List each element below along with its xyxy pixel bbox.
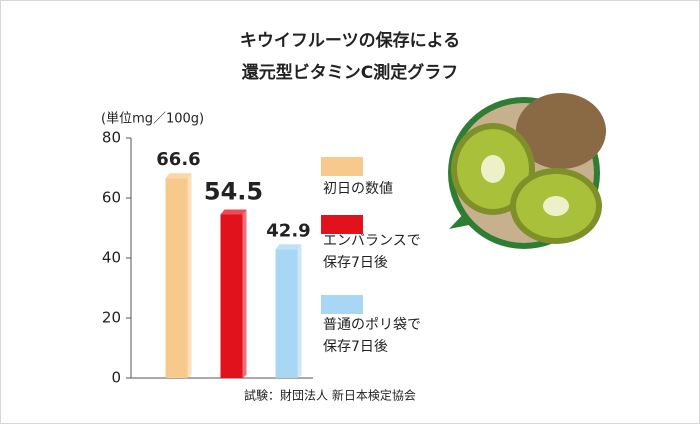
- y-tick-label: 20: [102, 309, 121, 327]
- bar-side: [242, 209, 247, 378]
- bar-side: [187, 173, 192, 378]
- kiwi-skin: [516, 93, 606, 169]
- bar-side: [297, 244, 302, 378]
- bar: [220, 214, 243, 378]
- bar-top: [220, 209, 247, 215]
- bar: [275, 249, 298, 378]
- legend-swatch: [321, 215, 363, 234]
- y-unit-label: (単位mg／100g): [101, 111, 204, 127]
- value-label: 66.6: [156, 149, 200, 170]
- kiwi-core: [481, 155, 505, 183]
- source-note: 試験：財団法人 新日本検定協会: [244, 388, 416, 403]
- legend-label: 普通のポリ袋で 保存7日後: [323, 317, 421, 355]
- bar-top: [165, 173, 192, 179]
- chart-title: キウイフルーツの保存による 還元型ビタミンC測定グラフ: [239, 31, 461, 83]
- legend-label: エンバランスで 保存7日後: [323, 233, 421, 271]
- legend-label: 初日の数値: [323, 181, 393, 197]
- kiwi-illustration: [448, 93, 606, 249]
- legend-swatch: [321, 295, 363, 314]
- y-tick-label: 60: [102, 189, 121, 207]
- value-label: 42.9: [266, 220, 310, 241]
- y-tick-label: 40: [102, 249, 121, 267]
- kiwi-core: [543, 196, 569, 216]
- legend-swatch: [321, 157, 363, 176]
- y-tick-label: 80: [102, 129, 121, 147]
- bar-top: [275, 244, 302, 250]
- y-tick-label: 0: [111, 369, 121, 387]
- value-label: 54.5: [204, 178, 263, 206]
- bar: [165, 178, 188, 378]
